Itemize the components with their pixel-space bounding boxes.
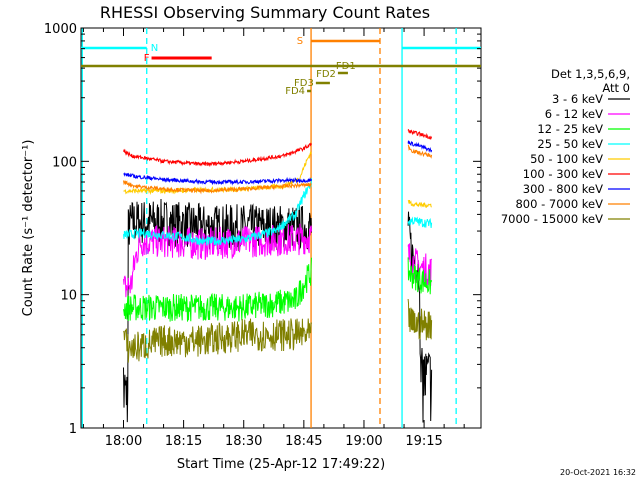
x-tick-label: 18:00 [105, 434, 142, 449]
y-axis-label: Count Rate (s⁻¹ detector⁻¹) [21, 140, 36, 317]
series-line-800-7000-kev [123, 179, 312, 195]
annotation-f: F [144, 53, 212, 64]
series-line-50-100-kev [407, 199, 432, 208]
x-tick-label: 19:15 [405, 434, 442, 449]
annotation-n: N [81, 43, 481, 54]
legend-entry: 12 - 25 keV [537, 122, 630, 136]
legend-label: 100 - 300 keV [523, 167, 603, 181]
annotation-fd1: FD1 [81, 61, 481, 72]
annotation-label: FD4 [285, 86, 305, 97]
legend-label: 12 - 25 keV [537, 122, 603, 136]
y-tick-label: 1 [69, 422, 77, 437]
series-line-25-50-kev [407, 216, 433, 229]
legend-label: 25 - 50 keV [537, 137, 603, 151]
y-tick-label: 100 [52, 155, 77, 170]
x-tick-label: 18:45 [285, 434, 322, 449]
plot-frame [80, 27, 482, 429]
series-line-12-25-kev [407, 257, 433, 295]
x-tick-label: 18:30 [225, 434, 262, 449]
series-line-300-800-kev [407, 140, 433, 153]
legend-entry: 300 - 800 keV [523, 182, 630, 196]
axes [80, 27, 482, 429]
annotation-fd2: FD2 [316, 69, 348, 80]
legend-label: 800 - 7000 keV [515, 197, 603, 211]
series-line-6-12-kev [123, 223, 312, 298]
legend-entry: 3 - 6 keV [552, 92, 630, 106]
annotation-label: N [151, 43, 158, 54]
series-line-7000-15000-kev [407, 298, 433, 341]
series-line-25-50-kev [123, 178, 312, 246]
series-line-3-6-kev [407, 211, 433, 423]
annotation-label: FD2 [316, 69, 336, 80]
legend-entry: 7000 - 15000 keV [501, 212, 630, 226]
annotation-label: F [144, 53, 150, 64]
series-line-800-7000-kev [407, 144, 433, 159]
legend-entry: 25 - 50 keV [537, 137, 630, 151]
legend-entry: 6 - 12 keV [545, 107, 630, 121]
legend-label: 50 - 100 keV [530, 152, 603, 166]
series-line-12-25-kev [123, 257, 312, 322]
annotation-fd3: FD3 [294, 78, 330, 89]
series-line-100-300-kev [407, 129, 433, 140]
legend-header: Att 0 [602, 81, 630, 95]
annotation-s: S [297, 36, 380, 47]
annotation-label: S [297, 36, 303, 47]
legend-entry: 800 - 7000 keV [515, 197, 630, 211]
legend-label: 3 - 6 keV [552, 92, 603, 106]
x-tick-label: 19:00 [345, 434, 382, 449]
chart-title: RHESSI Observing Summary Count Rates [100, 3, 430, 22]
y-tick-label: 10 [60, 289, 77, 304]
annotation-label: FD3 [294, 78, 314, 89]
x-tick-label: 18:15 [165, 434, 202, 449]
y-tick-label: 1000 [44, 22, 77, 37]
annotation-fd4: FD4 [285, 86, 312, 97]
series-line-7000-15000-kev [123, 318, 312, 363]
annotation-label: FD1 [336, 61, 356, 72]
legend-entry: 100 - 300 keV [523, 167, 630, 181]
legend-label: 300 - 800 keV [523, 182, 603, 196]
series-line-300-800-kev [123, 172, 312, 186]
x-axis-label: Start Time (25-Apr-12 17:49:22) [177, 457, 385, 472]
legend-label: 7000 - 15000 keV [501, 212, 603, 226]
series-line-100-300-kev [123, 142, 312, 168]
data-series [123, 129, 433, 423]
legend-header: Det 1,3,5,6,9, [551, 67, 630, 81]
legend-label: 6 - 12 keV [545, 107, 603, 121]
legend-entry: 50 - 100 keV [530, 152, 630, 166]
footer-timestamp: 20-Oct-2021 16:32 [560, 468, 636, 477]
axis-ticks: 18:00 18:15 18:30 18:45 19:00 19:15 1 10 100 1000 [44, 22, 481, 449]
